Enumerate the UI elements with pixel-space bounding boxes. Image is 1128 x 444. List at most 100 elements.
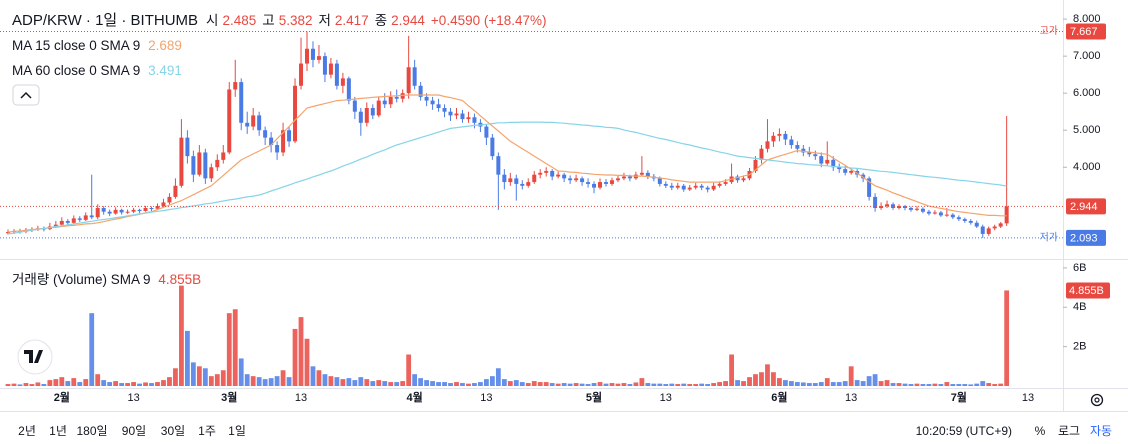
volume-bar bbox=[519, 382, 525, 386]
volume-bar bbox=[244, 374, 250, 386]
tradingview-logo[interactable] bbox=[17, 339, 53, 375]
range-button[interactable]: 1일 bbox=[228, 424, 246, 438]
x-tick-label: 2월 bbox=[54, 390, 70, 404]
candle-body bbox=[520, 183, 525, 186]
candle-body bbox=[753, 159, 758, 171]
volume-bar bbox=[998, 383, 1004, 386]
range-button[interactable]: 1주 bbox=[198, 424, 216, 438]
candle-body bbox=[412, 67, 417, 86]
volume-bar bbox=[89, 313, 95, 386]
candle-body bbox=[6, 232, 10, 234]
y-tick-label: 7.000 bbox=[1073, 50, 1101, 62]
candle-body bbox=[675, 185, 680, 188]
candle-body bbox=[352, 100, 357, 112]
candle-body bbox=[376, 100, 381, 116]
volume-bar bbox=[771, 372, 776, 386]
volume-bar bbox=[980, 381, 986, 386]
volume-bar bbox=[675, 384, 681, 386]
candle-body bbox=[161, 202, 166, 207]
high-label: 고가 bbox=[1040, 25, 1058, 37]
high-badge-label: 7.667 bbox=[1070, 26, 1098, 38]
candle-body bbox=[191, 156, 196, 175]
candle-body bbox=[645, 172, 650, 177]
volume-bar bbox=[167, 377, 172, 386]
candle-body bbox=[436, 104, 441, 108]
candle-body bbox=[735, 176, 740, 181]
range-button[interactable]: 1년 bbox=[49, 424, 67, 438]
candle-body bbox=[867, 178, 872, 197]
candle-body bbox=[908, 208, 913, 210]
range-button[interactable]: 2년 bbox=[18, 424, 36, 438]
volume-bar bbox=[370, 381, 376, 386]
volume-bar bbox=[824, 378, 830, 386]
volume-bar bbox=[507, 381, 513, 386]
candle-body bbox=[580, 178, 585, 183]
volume-bar bbox=[400, 381, 406, 386]
volume-bar bbox=[717, 382, 723, 386]
volume-bar bbox=[316, 370, 322, 386]
candle-body bbox=[849, 170, 854, 173]
candle-body bbox=[394, 96, 399, 99]
clock: 10:20:59 (UTC+9) bbox=[916, 424, 1012, 438]
candle-body bbox=[926, 211, 931, 214]
volume-bar bbox=[155, 382, 160, 386]
last-volume-badge bbox=[1066, 282, 1110, 299]
candle-body bbox=[687, 187, 692, 190]
volume-bar bbox=[872, 374, 878, 386]
candle-body bbox=[101, 208, 106, 212]
volume-name: 거래량 (Volume) SMA 9 bbox=[12, 272, 151, 287]
volume-bar bbox=[848, 366, 854, 386]
candle-body bbox=[233, 82, 238, 90]
volume-bar bbox=[549, 383, 555, 386]
candle-body bbox=[801, 148, 806, 153]
ma-line bbox=[7, 121, 1007, 235]
range-button[interactable]: 180일 bbox=[76, 424, 107, 438]
volume-bar bbox=[83, 379, 89, 386]
scale-option[interactable]: 로그 bbox=[1058, 424, 1080, 438]
collapse-button[interactable] bbox=[12, 84, 40, 106]
x-tick-label: 13 bbox=[127, 392, 139, 404]
volume-bar bbox=[723, 381, 728, 386]
candle-body bbox=[526, 182, 531, 186]
candle-body bbox=[825, 159, 830, 164]
volume-bar bbox=[1004, 290, 1010, 386]
volume-bar bbox=[741, 381, 746, 386]
candle-body bbox=[442, 108, 447, 112]
scale-option[interactable]: 자동 bbox=[1090, 424, 1112, 438]
range-button[interactable]: 30일 bbox=[161, 424, 185, 438]
candle-body bbox=[699, 185, 704, 188]
volume-bar bbox=[424, 380, 429, 386]
candle-body bbox=[621, 176, 626, 179]
candle-body bbox=[944, 214, 949, 216]
x-tick-label: 4월 bbox=[407, 390, 423, 404]
candle-body bbox=[155, 206, 160, 209]
volume-bar bbox=[854, 380, 860, 386]
volume-bar bbox=[657, 383, 663, 386]
candle-body bbox=[340, 78, 345, 86]
candle-body bbox=[430, 100, 435, 105]
candle-body bbox=[185, 137, 190, 157]
candle-body bbox=[418, 85, 423, 97]
candle-body bbox=[938, 212, 943, 216]
scale-option[interactable]: % bbox=[1035, 424, 1046, 438]
volume-bar bbox=[232, 309, 238, 386]
candle-body bbox=[281, 130, 286, 153]
range-button[interactable]: 90일 bbox=[122, 424, 146, 438]
volume-bar bbox=[298, 317, 304, 386]
settings-button[interactable] bbox=[1090, 393, 1104, 407]
candle-body bbox=[167, 196, 172, 203]
candle-body bbox=[119, 209, 124, 213]
volume-bar bbox=[962, 384, 968, 386]
volume-bar bbox=[938, 384, 944, 386]
volume-bar bbox=[328, 376, 334, 386]
volume-bar bbox=[352, 380, 358, 386]
candle-body bbox=[334, 63, 339, 86]
candle-body bbox=[615, 178, 620, 181]
volume-bar bbox=[95, 374, 101, 386]
volume-bar bbox=[956, 384, 962, 386]
volume-bar bbox=[478, 382, 483, 386]
candle-body bbox=[604, 182, 608, 184]
ma-line bbox=[7, 94, 1007, 233]
low-badge bbox=[1066, 229, 1106, 246]
candle-body bbox=[980, 226, 985, 234]
